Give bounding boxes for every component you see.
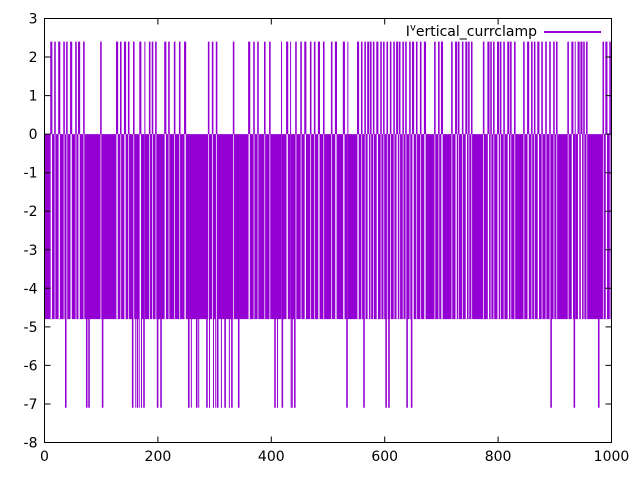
y-tick-label: -6: [24, 358, 38, 374]
y-tick-label: 2: [29, 50, 38, 66]
y-tick-label: -8: [24, 436, 38, 452]
x-tick-label: 1000: [594, 449, 630, 465]
axis-ticks: [44, 18, 612, 443]
y-tick-label: -4: [24, 281, 38, 297]
y-tick-label: -1: [24, 166, 38, 182]
y-tick-label: 3: [29, 12, 38, 28]
legend-line-sample: [544, 31, 601, 33]
legend: Ivertical_currclamp: [405, 22, 601, 40]
y-tick-label: 1: [29, 89, 38, 105]
x-tick-label: 200: [145, 449, 172, 465]
y-tick-label: -2: [24, 204, 38, 220]
x-tick-label: 600: [371, 449, 398, 465]
plot-border: [44, 18, 612, 443]
x-tick-label: 400: [258, 449, 285, 465]
legend-label: Ivertical_currclamp: [405, 22, 537, 40]
y-tick-label: -7: [24, 397, 38, 413]
y-tick-label: 0: [29, 127, 38, 143]
y-tick-label: -5: [24, 320, 38, 336]
y-tick-label: -3: [24, 243, 38, 259]
x-tick-label: 0: [40, 449, 49, 465]
x-tick-label: 800: [485, 449, 512, 465]
